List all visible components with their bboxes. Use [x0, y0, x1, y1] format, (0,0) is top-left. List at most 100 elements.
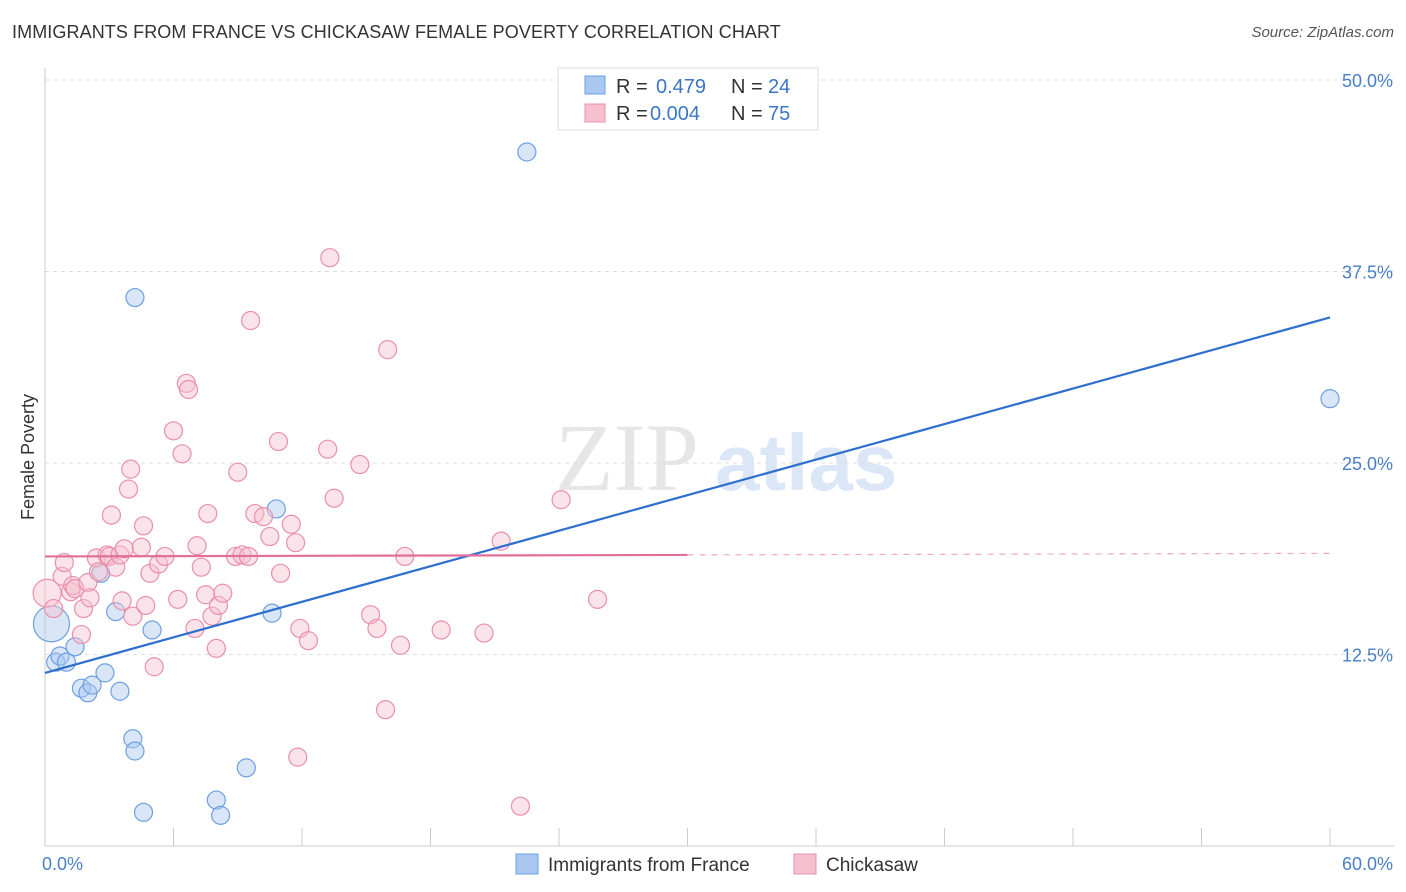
point-immigrants-from-france [142, 620, 162, 640]
point-chickasaw [172, 444, 192, 464]
point-chickasaw [208, 595, 229, 616]
point-chickasaw [281, 514, 301, 534]
x-tick-label-max: 60.0% [1342, 854, 1393, 874]
point-immigrants-from-france [82, 675, 102, 695]
point-immigrants-from-france [1320, 389, 1340, 409]
legend-swatch-blue [584, 75, 606, 95]
point-immigrants-from-france [262, 603, 282, 623]
point-chickasaw [191, 557, 211, 577]
point-chickasaw [474, 623, 494, 643]
point-chickasaw [168, 589, 188, 609]
data-points [32, 142, 1340, 825]
point-chickasaw [587, 589, 608, 609]
point-chickasaw [268, 431, 289, 452]
point-immigrants-from-france [110, 681, 130, 701]
point-immigrants-from-france [125, 741, 145, 761]
y-tick-label: 12.5% [1342, 646, 1393, 666]
point-immigrants-from-france [65, 637, 85, 657]
point-chickasaw [112, 591, 132, 611]
y-tick-label: 25.0% [1342, 454, 1393, 474]
grid-lines [45, 79, 1394, 655]
legend-n-value-1: 24 [768, 76, 790, 98]
point-immigrants-from-france [123, 729, 143, 749]
legend-r-label-2: R = [616, 103, 648, 125]
point-chickasaw [71, 624, 92, 645]
point-chickasaw [320, 248, 340, 268]
legend-box: R = 0.479 N = 24 R = 0.004 N = 75 [557, 67, 819, 131]
point-chickasaw [185, 618, 205, 639]
point-chickasaw [131, 537, 151, 557]
trend-lines [44, 316, 1331, 674]
point-chickasaw [88, 562, 109, 582]
y-axis-title: Female Poverty [18, 394, 38, 520]
legend-r-value-2: 0.004 [650, 103, 700, 125]
point-chickasaw [80, 588, 100, 608]
point-chickasaw [431, 620, 451, 640]
bottom-legend-swatch-blue [515, 853, 539, 875]
point-immigrants-from-france [517, 142, 537, 162]
point-immigrants-from-france [125, 287, 145, 308]
bottom-legend-label-pink: Chickasaw [826, 855, 918, 876]
legend-n-value-2: 75 [768, 103, 790, 125]
point-chickasaw [54, 552, 74, 573]
x-ticks [173, 828, 1331, 846]
legend-r-label-1: R = [616, 76, 648, 98]
watermark-zip: ZIP [555, 404, 699, 511]
trend-line-chickasaw-dashed [687, 552, 1331, 556]
point-chickasaw [298, 631, 319, 651]
point-chickasaw [123, 606, 143, 626]
point-chickasaw [118, 479, 139, 499]
y-tick-label: 37.5% [1342, 263, 1393, 283]
point-chickasaw [213, 583, 233, 603]
point-chickasaw [114, 539, 134, 559]
point-chickasaw [285, 533, 306, 553]
trend-line-immigrants-from-france [44, 316, 1331, 674]
axes [44, 68, 1394, 847]
point-chickasaw [63, 575, 83, 596]
point-chickasaw [324, 488, 344, 508]
point-chickasaw [551, 490, 571, 510]
point-immigrants-from-france [95, 663, 115, 683]
point-chickasaw [367, 618, 387, 639]
point-chickasaw [510, 796, 531, 816]
point-chickasaw [73, 598, 94, 619]
point-chickasaw [241, 310, 261, 331]
point-chickasaw [163, 421, 184, 441]
point-immigrants-from-france [211, 805, 231, 825]
point-chickasaw [253, 507, 274, 527]
legend-swatch-pink [584, 103, 606, 123]
bottom-legend-label-blue: Immigrants from France [548, 855, 750, 876]
point-chickasaw [106, 557, 126, 577]
point-chickasaw [101, 505, 121, 525]
point-chickasaw [121, 459, 141, 479]
x-tick-label-min: 0.0% [42, 854, 83, 874]
trend-line-chickasaw [44, 553, 688, 558]
point-chickasaw [270, 563, 291, 583]
point-chickasaw [187, 536, 207, 556]
point-chickasaw [136, 595, 156, 616]
point-chickasaw [43, 598, 64, 619]
chart-source: Source: ZipAtlas.com [1251, 24, 1394, 41]
point-chickasaw [390, 635, 411, 655]
point-chickasaw [288, 747, 308, 767]
point-chickasaw [375, 700, 396, 720]
legend-n-label-2: N = [731, 103, 763, 125]
bottom-legend: Immigrants from France Chickasaw [515, 853, 918, 876]
point-chickasaw [206, 638, 226, 658]
point-chickasaw [196, 585, 216, 605]
y-tick-labels: 12.5% 25.0% 37.5% 50.0% [1342, 71, 1393, 666]
point-chickasaw [318, 439, 338, 459]
point-chickasaw [178, 379, 199, 400]
point-chickasaw [260, 526, 280, 547]
chart-title: IMMIGRANTS FROM FRANCE VS CHICKASAW FEMA… [12, 22, 781, 42]
point-chickasaw [228, 462, 248, 482]
legend-n-label-1: N = [731, 76, 763, 98]
point-chickasaw [144, 657, 164, 677]
legend-r-value-1: 0.479 [656, 76, 706, 98]
point-chickasaw [350, 454, 370, 475]
point-chickasaw [198, 503, 218, 524]
y-tick-label: 50.0% [1342, 71, 1393, 91]
point-chickasaw [378, 340, 398, 360]
bottom-legend-swatch-pink [793, 853, 817, 875]
